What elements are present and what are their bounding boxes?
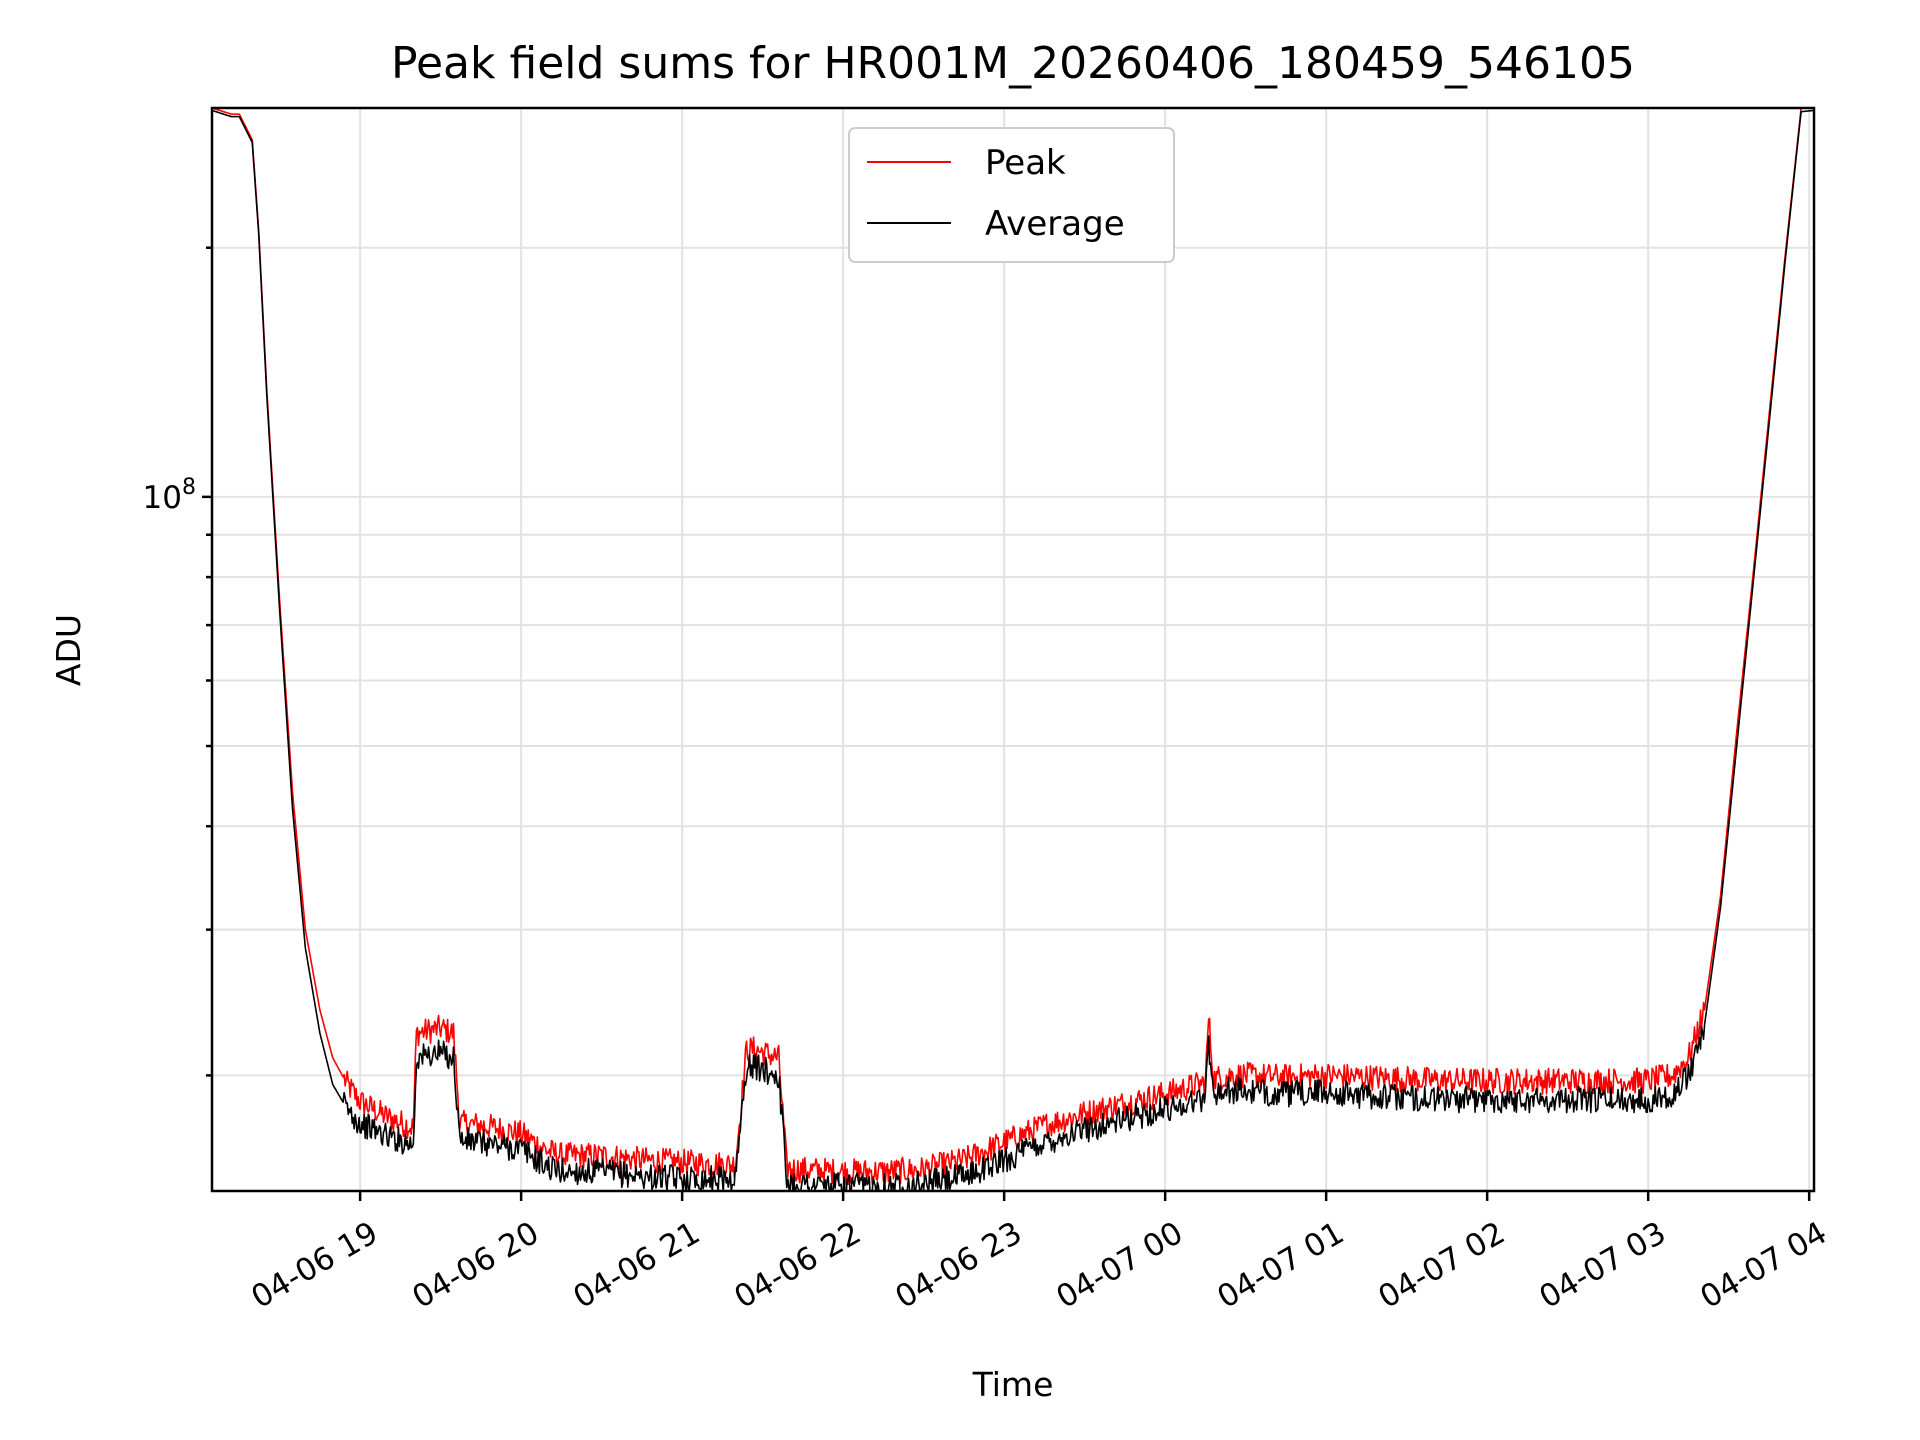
series-layer	[212, 108, 1814, 1191]
y-axis-label: ADU	[49, 614, 88, 686]
plot-frame	[210, 106, 1816, 1193]
x-axis-label: Time	[972, 1365, 1054, 1404]
chart-title: Peak field sums for HR001M_20260406_1804…	[391, 38, 1635, 89]
legend-average-label: Average	[985, 204, 1125, 244]
series-line-average	[212, 109, 1814, 1191]
series-line-peak	[212, 108, 1814, 1186]
legend: Peak Average	[848, 127, 1175, 263]
legend-peak-label: Peak	[985, 143, 1066, 183]
